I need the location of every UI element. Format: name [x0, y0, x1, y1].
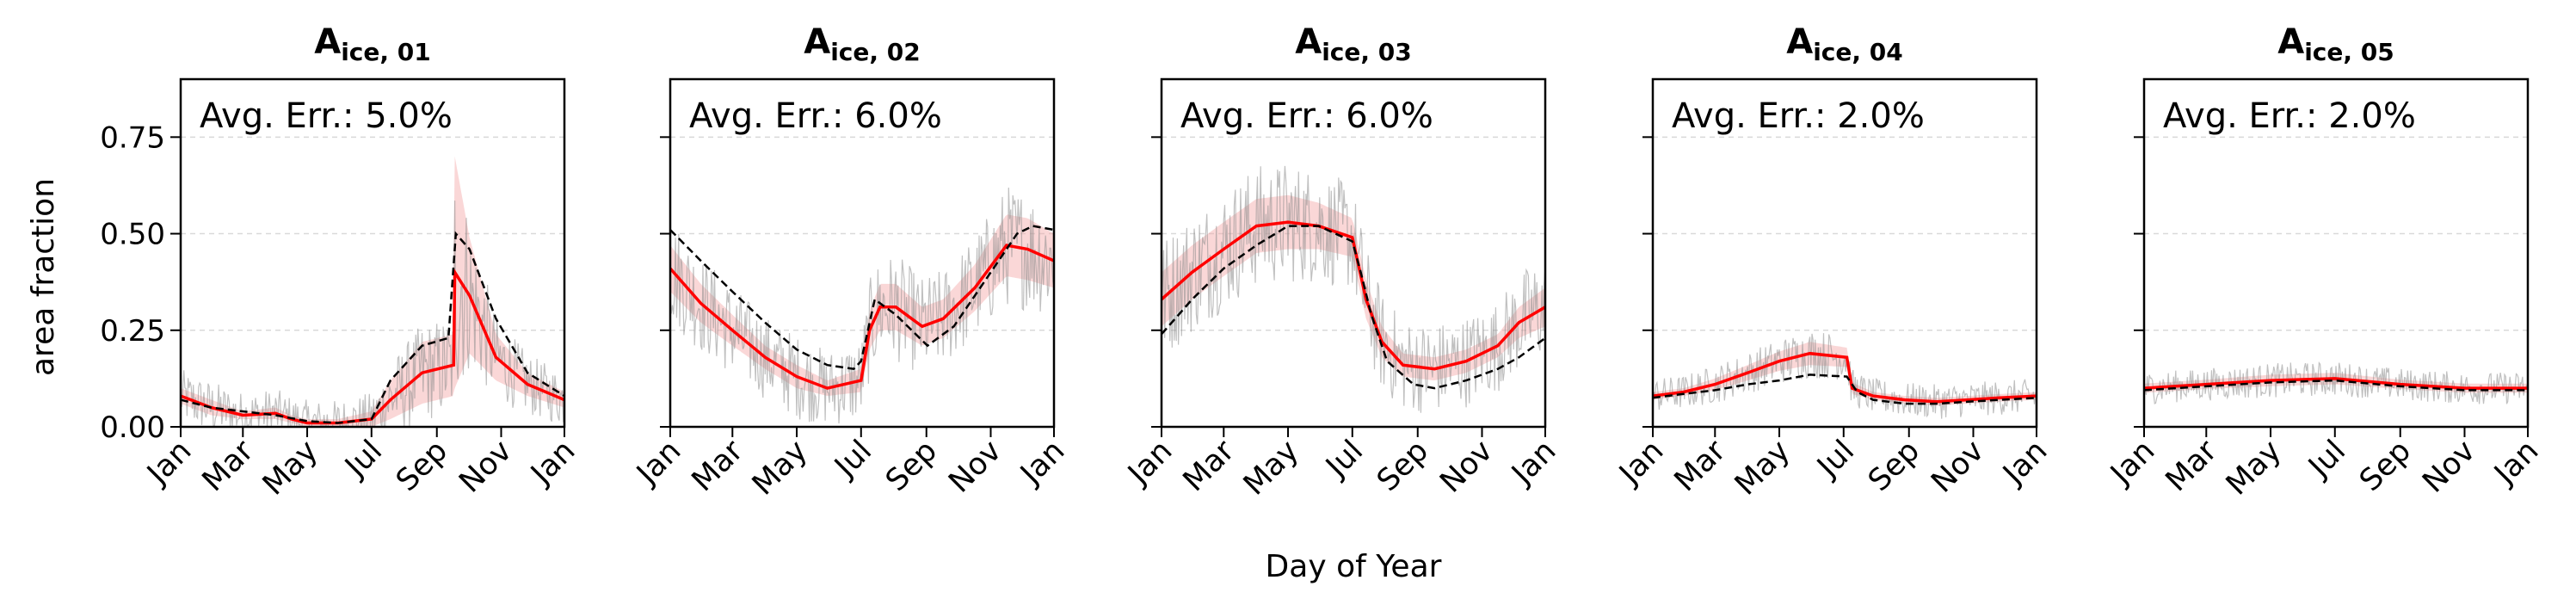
avg-error-annotation: Avg. Err.: 5.0%	[200, 96, 453, 136]
plot-area	[1162, 165, 1545, 413]
y-tick-label: 0.25	[100, 314, 165, 349]
axes-frame	[2142, 77, 2530, 429]
model-line	[2144, 377, 2528, 390]
plot-area	[2144, 361, 2528, 404]
x-axis-label: Day of Year	[1266, 549, 1442, 584]
axes-frame	[669, 77, 1056, 429]
y-tick-label: 0.75	[100, 120, 165, 155]
panel-title: Aice, 05	[2277, 22, 2394, 66]
avg-error-annotation: Avg. Err.: 6.0%	[689, 96, 942, 136]
reference-line	[2144, 379, 2528, 392]
raw-observations	[1162, 165, 1545, 413]
model-line	[1162, 220, 1545, 371]
plot-area	[1653, 333, 2037, 419]
axes-frame	[1651, 77, 2038, 429]
panel-title: Aice, 01	[314, 22, 431, 66]
model-line	[1653, 351, 2037, 404]
panel-title: Aice, 03	[1295, 22, 1412, 66]
plot-area	[670, 187, 1054, 424]
model-line	[670, 244, 1054, 390]
reference-line	[670, 225, 1054, 371]
raw-observations	[670, 187, 1054, 424]
avg-error-annotation: Avg. Err.: 6.0%	[1180, 96, 1433, 136]
reference-line	[1162, 225, 1545, 390]
avg-error-annotation: Avg. Err.: 2.0%	[2163, 96, 2416, 136]
reference-line	[1653, 373, 2037, 405]
uncertainty-band	[1162, 194, 1545, 380]
avg-error-annotation: Avg. Err.: 2.0%	[1672, 96, 1925, 136]
y-tick-label: 0.00	[100, 410, 165, 445]
y-tick-label: 0.50	[100, 218, 165, 252]
reference-line	[181, 231, 564, 424]
panel-title: Aice, 04	[1786, 22, 1903, 66]
panel-title: Aice, 02	[804, 22, 921, 66]
axes-frame	[1160, 77, 1547, 429]
y-axis-label: area fraction	[26, 178, 61, 376]
axes-frame	[179, 77, 566, 429]
